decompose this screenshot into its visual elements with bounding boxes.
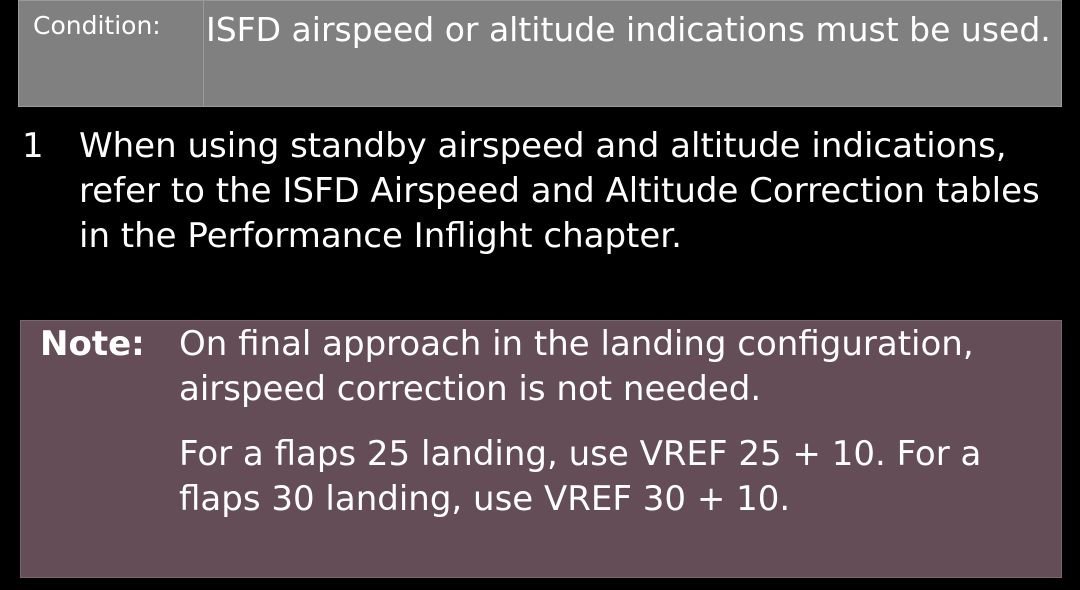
note-label: Note:: [40, 324, 145, 364]
condition-text-cell: ISFD airspeed or altitude indications mu…: [203, 1, 1061, 106]
note-paragraph: For a flaps 25 landing, use VREF 25 + 10…: [179, 434, 982, 519]
note-box: Note: On final approach in the landing c…: [20, 320, 1062, 578]
note-paragraph: On final approach in the landing configu…: [179, 324, 974, 409]
note-body: On final approach in the landing configu…: [179, 322, 1049, 522]
condition-banner: Condition: ISFD airspeed or altitude ind…: [18, 0, 1062, 107]
condition-text: ISFD airspeed or altitude indications mu…: [206, 10, 1051, 49]
step-number: 1: [22, 126, 44, 166]
condition-label: Condition:: [33, 11, 161, 40]
step-text: When using standby airspeed and altitude…: [79, 126, 1040, 256]
